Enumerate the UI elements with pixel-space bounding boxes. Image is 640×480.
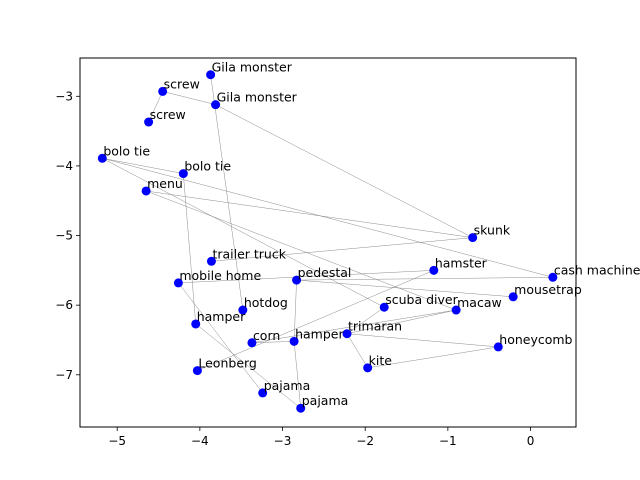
edge-line bbox=[296, 279, 514, 298]
edge-line bbox=[346, 333, 499, 348]
data-point bbox=[144, 117, 154, 127]
point-label: corn bbox=[253, 328, 280, 343]
data-point bbox=[173, 278, 183, 288]
edge-line bbox=[367, 346, 499, 369]
edge-line bbox=[346, 333, 368, 368]
data-point bbox=[548, 272, 558, 282]
point-label: hamster bbox=[435, 255, 488, 270]
data-point bbox=[158, 86, 168, 96]
y-tick-label: −3 bbox=[55, 89, 73, 103]
data-point bbox=[178, 169, 188, 179]
edge-line bbox=[346, 307, 385, 334]
edge-line bbox=[251, 309, 457, 344]
data-point bbox=[342, 329, 352, 339]
data-point bbox=[493, 342, 503, 352]
edge-line bbox=[102, 158, 385, 308]
point-label: trailer truck bbox=[212, 246, 286, 261]
point-label: pedestal bbox=[298, 265, 352, 280]
edge-line bbox=[293, 280, 297, 342]
edge-line bbox=[210, 74, 244, 311]
edge-line bbox=[178, 282, 263, 394]
x-tick-label: −1 bbox=[439, 434, 457, 448]
plot-background bbox=[80, 58, 576, 427]
data-point bbox=[451, 305, 461, 315]
data-point bbox=[468, 233, 478, 243]
edge-line bbox=[251, 341, 295, 344]
edge-line bbox=[148, 91, 163, 123]
point-label: screw bbox=[150, 107, 186, 122]
point-label: macaw bbox=[457, 295, 502, 310]
x-tick-label: −4 bbox=[191, 434, 209, 448]
x-tick-label: −5 bbox=[108, 434, 126, 448]
edge-line bbox=[102, 158, 553, 278]
y-tick-label: −7 bbox=[55, 368, 73, 382]
edge-line bbox=[293, 341, 301, 409]
data-point bbox=[379, 302, 389, 312]
point-label: kite bbox=[369, 353, 393, 368]
data-point bbox=[206, 256, 216, 266]
point-label: bolo tie bbox=[184, 159, 231, 174]
edge-line bbox=[146, 190, 473, 238]
edge-line bbox=[178, 270, 434, 284]
point-label: Gila monster bbox=[217, 90, 298, 105]
point-label: skunk bbox=[474, 223, 511, 238]
edge-line bbox=[211, 237, 473, 262]
plot-frame bbox=[79, 57, 577, 428]
y-tick-label: −4 bbox=[55, 159, 73, 173]
y-tick-label: −5 bbox=[55, 229, 73, 243]
data-point bbox=[97, 153, 107, 163]
y-axis: −3 −4 −5 −6 −7 bbox=[55, 89, 80, 382]
point-label: pajama bbox=[302, 393, 349, 408]
point-label: bolo tie bbox=[103, 143, 150, 158]
data-point bbox=[292, 275, 302, 285]
data-point bbox=[191, 319, 201, 329]
point-label: cash machine bbox=[554, 262, 640, 277]
edges-layer bbox=[102, 74, 553, 409]
data-point bbox=[429, 265, 439, 275]
points-layer bbox=[97, 70, 558, 413]
data-point bbox=[192, 366, 202, 376]
x-tick-label: 0 bbox=[527, 434, 535, 448]
data-point bbox=[206, 70, 216, 80]
edge-line bbox=[102, 158, 184, 174]
point-label: hamper bbox=[197, 309, 246, 324]
edge-line bbox=[146, 190, 457, 311]
point-label: hamper bbox=[295, 326, 344, 341]
y-tick-label: −6 bbox=[55, 298, 73, 312]
edge-line bbox=[197, 270, 434, 371]
edge-line bbox=[195, 323, 301, 409]
point-label: Gila monster bbox=[212, 60, 293, 75]
point-labels-layer: Gila monster Gila monster screw screw bolo t… bbox=[103, 60, 640, 408]
edge-line bbox=[183, 173, 196, 324]
data-point bbox=[141, 186, 151, 196]
point-label: trimaran bbox=[348, 319, 402, 334]
data-point bbox=[247, 338, 257, 348]
point-label: honeycomb bbox=[499, 332, 572, 347]
data-point bbox=[508, 292, 518, 302]
data-point bbox=[211, 100, 221, 110]
point-label: scuba diver bbox=[385, 292, 458, 307]
edge-line bbox=[162, 91, 216, 105]
data-point bbox=[296, 403, 306, 413]
data-point bbox=[258, 388, 268, 398]
data-point bbox=[289, 336, 299, 346]
point-label: mousetrap bbox=[514, 282, 582, 297]
point-label: screw bbox=[164, 76, 200, 91]
x-axis: −5 −4 −3 −2 −1 0 bbox=[108, 427, 534, 448]
point-label: Leonberg bbox=[198, 356, 256, 371]
point-label: hotdog bbox=[244, 295, 288, 310]
edge-line bbox=[215, 104, 473, 238]
point-label: pajama bbox=[264, 378, 311, 393]
point-label: mobile home bbox=[179, 268, 261, 283]
edge-line bbox=[346, 309, 457, 334]
edge-line bbox=[296, 277, 553, 281]
point-label: menu bbox=[147, 176, 183, 191]
x-tick-label: −2 bbox=[356, 434, 374, 448]
data-point bbox=[363, 363, 373, 373]
data-point bbox=[238, 305, 248, 315]
x-tick-label: −3 bbox=[274, 434, 292, 448]
